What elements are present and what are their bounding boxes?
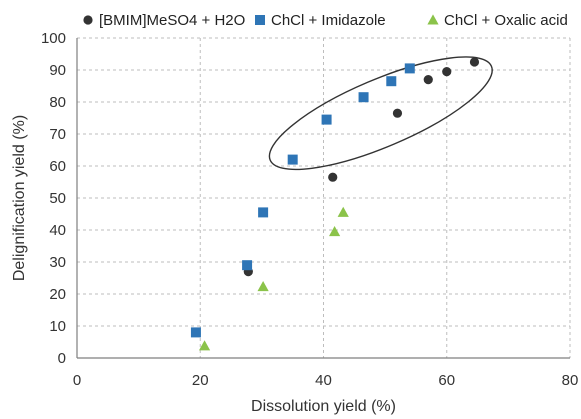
legend-marker-square [255, 15, 265, 25]
data-point-square [258, 207, 269, 218]
data-point-triangle [198, 340, 211, 351]
data-point-triangle [257, 281, 269, 292]
legend-marker-circle [83, 15, 93, 25]
y-tick-label: 10 [49, 318, 66, 335]
data-point-square [358, 92, 369, 103]
legend-marker-triangle [427, 14, 439, 25]
data-point-square [190, 327, 201, 338]
legend-label: ChCl + Oxalic acid [444, 12, 568, 29]
y-tick-label: 30 [49, 254, 66, 271]
y-tick-label: 90 [49, 62, 66, 79]
highlight-ellipse [268, 56, 493, 171]
x-tick-label: 20 [192, 372, 209, 389]
data-points [190, 57, 480, 351]
x-tick-label: 40 [315, 372, 332, 389]
data-point-triangle [328, 226, 341, 237]
annotations [268, 56, 493, 171]
y-tick-label: 70 [49, 126, 66, 143]
data-point-square [404, 63, 415, 74]
y-tick-label: 60 [49, 158, 66, 175]
axes: 0 20 40 60 80 0 10 20 30 40 50 60 70 80 90 100 [41, 30, 578, 389]
legend-label: ChCl + Imidazole [271, 12, 386, 29]
data-point-square [287, 154, 298, 165]
legend: [BMIM]MeSO4 + H2O ChCl + Imidazole ChCl + … [83, 12, 568, 29]
data-point-triangle [337, 206, 349, 217]
data-point-circle [328, 172, 338, 182]
data-point-circle [469, 57, 480, 67]
legend-label: [BMIM]MeSO4 + H2O [99, 12, 245, 29]
data-point-square [321, 114, 332, 125]
grid-lines [77, 37, 571, 358]
data-point-circle [423, 75, 433, 85]
y-tick-label: 50 [49, 190, 66, 207]
y-tick-label: 0 [58, 350, 66, 367]
data-point-square [386, 76, 397, 87]
x-tick-label: 80 [562, 372, 579, 389]
data-point-circle [442, 67, 452, 77]
y-tick-label: 40 [49, 222, 66, 239]
y-tick-label: 100 [41, 30, 66, 47]
data-point-circle [392, 108, 403, 118]
x-tick-label: 60 [438, 372, 455, 389]
y-tick-label: 80 [49, 94, 66, 111]
y-axis-title: Delignification yield (%) [11, 115, 28, 281]
data-point-square [242, 260, 253, 271]
y-tick-label: 20 [49, 286, 66, 303]
x-tick-label: 0 [73, 372, 81, 389]
x-axis-title: Dissolution yield (%) [251, 398, 396, 415]
